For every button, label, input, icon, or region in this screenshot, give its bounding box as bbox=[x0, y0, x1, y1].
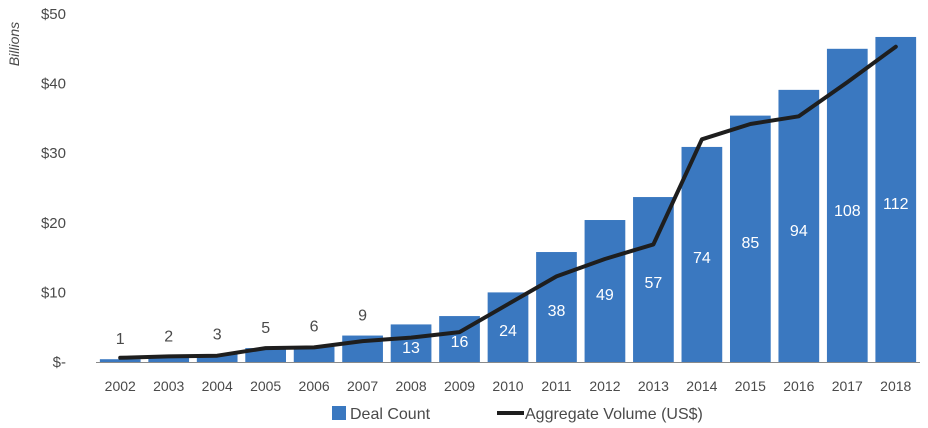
y-tick-label: $50 bbox=[41, 6, 66, 23]
x-tick-label: 2008 bbox=[395, 378, 426, 394]
deal-count-bar bbox=[875, 36, 917, 363]
deal-count-bar bbox=[729, 115, 771, 362]
x-tick-label: 2012 bbox=[589, 378, 620, 394]
y-tick-label: $30 bbox=[41, 145, 66, 162]
deal-count-data-label: 16 bbox=[451, 334, 469, 351]
y-tick-label: $40 bbox=[41, 76, 66, 93]
legend-label-aggregate-volume: Aggregate Volume (US$) bbox=[525, 406, 703, 423]
x-tick-label: 2015 bbox=[735, 378, 766, 394]
deal-count-data-label: 3 bbox=[213, 326, 222, 343]
legend-swatch-deal-count bbox=[332, 406, 346, 420]
x-tick-label: 2004 bbox=[202, 378, 233, 394]
deal-count-data-label: 49 bbox=[596, 287, 614, 304]
deal-count-data-label: 74 bbox=[693, 250, 711, 267]
deal-count-data-label: 5 bbox=[261, 320, 270, 337]
x-tick-label: 2005 bbox=[250, 378, 281, 394]
y-axis-title: Billions bbox=[6, 22, 22, 66]
x-tick-label: 2017 bbox=[832, 378, 863, 394]
deal-count-bar bbox=[778, 89, 820, 362]
x-tick-label: 2003 bbox=[153, 378, 184, 394]
deal-count-bar bbox=[584, 220, 626, 362]
deal-count-data-label: 1 bbox=[116, 331, 125, 348]
deal-count-data-label: 108 bbox=[834, 203, 861, 220]
deal-count-data-label: 112 bbox=[883, 196, 909, 213]
deal-count-bar bbox=[826, 48, 868, 363]
x-tick-label: 2013 bbox=[638, 378, 669, 394]
x-tick-label: 2018 bbox=[880, 378, 911, 394]
x-tick-label: 2006 bbox=[299, 378, 330, 394]
x-tick-label: 2007 bbox=[347, 378, 378, 394]
deal-count-data-label: 57 bbox=[645, 275, 663, 292]
deal-count-data-label: 24 bbox=[499, 323, 517, 340]
deal-count-bar bbox=[681, 146, 723, 362]
deal-count-data-label: 6 bbox=[310, 319, 319, 336]
deal-count-bar bbox=[390, 324, 432, 362]
y-tick-label: $10 bbox=[41, 284, 66, 301]
y-tick-label: $20 bbox=[41, 215, 66, 232]
x-tick-label: 2010 bbox=[492, 378, 523, 394]
x-tick-label: 2016 bbox=[783, 378, 814, 394]
x-tick-label: 2002 bbox=[105, 378, 136, 394]
deal-count-data-label: 38 bbox=[548, 303, 566, 320]
x-tick-label: 2009 bbox=[444, 378, 475, 394]
legend-label-deal-count: Deal Count bbox=[350, 406, 431, 423]
deal-count-bar bbox=[99, 359, 141, 362]
deal-count-data-label: 85 bbox=[741, 235, 759, 252]
deal-count-bar bbox=[633, 197, 674, 362]
deal-count-bar bbox=[196, 354, 238, 362]
deal-count-bar bbox=[293, 346, 335, 362]
deal-count-data-label: 2 bbox=[164, 328, 173, 345]
y-tick-label: $- bbox=[53, 354, 66, 371]
x-tick-label: 2014 bbox=[686, 378, 717, 394]
deal-count-bar bbox=[148, 356, 190, 362]
deal-count-data-label: 94 bbox=[790, 223, 808, 240]
aggregate-volume-line bbox=[118, 44, 898, 360]
deal-count-data-label: 9 bbox=[358, 308, 367, 325]
x-tick-label: 2011 bbox=[541, 378, 571, 394]
deal-count-data-label: 13 bbox=[402, 340, 420, 357]
